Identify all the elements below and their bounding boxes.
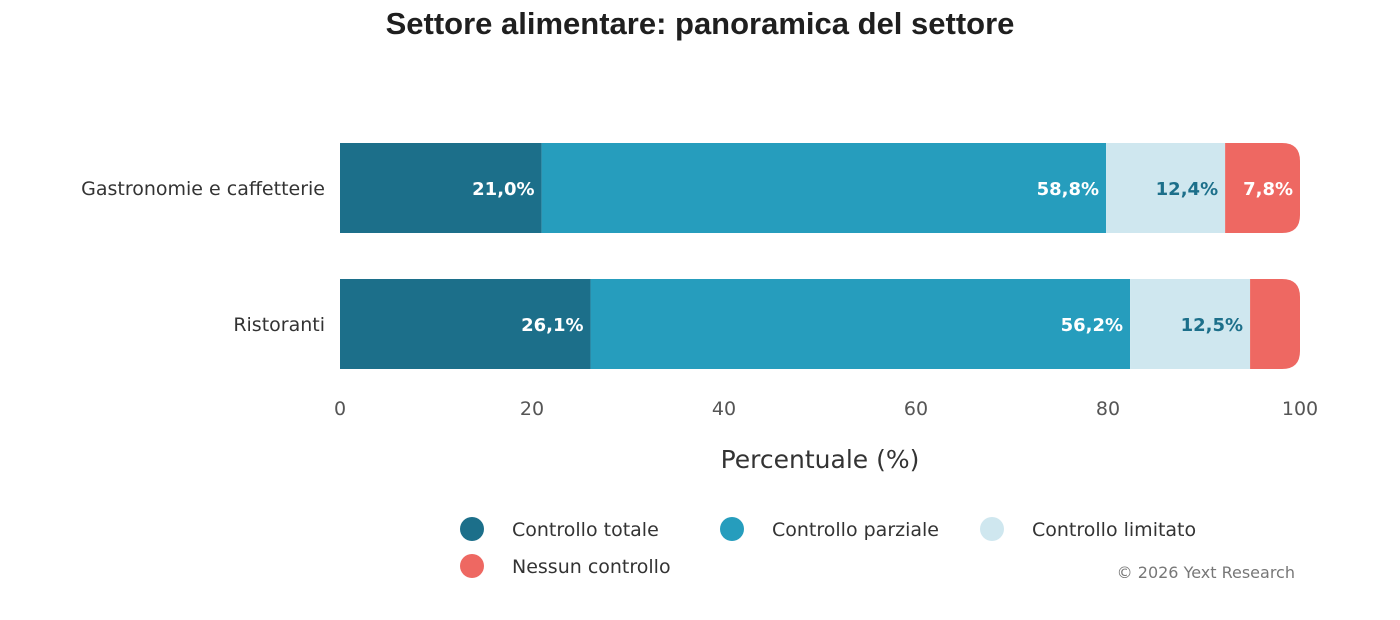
legend-swatch bbox=[460, 517, 484, 541]
data-label: 56,2% bbox=[1061, 315, 1123, 336]
bar-group: 21,0% 58,8% 12,4% 7,8% bbox=[340, 143, 1300, 233]
chart-title: Settore alimentare: panoramica del setto… bbox=[386, 6, 1015, 41]
x-tick-label: 60 bbox=[904, 398, 928, 420]
bar-segment bbox=[340, 143, 542, 233]
data-label: 21,0% bbox=[472, 179, 534, 200]
bar-group: 26,1% 56,2% 12,5% bbox=[340, 279, 1300, 369]
legend-label: Controllo parziale bbox=[772, 519, 939, 541]
data-label: 12,5% bbox=[1181, 315, 1243, 336]
bar-segment bbox=[1106, 143, 1226, 233]
legend-label: Controllo totale bbox=[512, 519, 659, 541]
bar-segment bbox=[340, 279, 591, 369]
x-axis-title: Percentuale (%) bbox=[721, 445, 920, 474]
legend-label: Nessun controllo bbox=[512, 556, 671, 578]
legend-item: Nessun controllo bbox=[460, 554, 671, 578]
bar-segment bbox=[1225, 143, 1300, 233]
category-label: Gastronomie e caffetterie bbox=[81, 178, 325, 200]
bar-segment bbox=[590, 279, 1131, 369]
x-tick-label: 80 bbox=[1096, 398, 1120, 420]
legend: Controllo totale Controllo parziale Contro… bbox=[460, 517, 1196, 578]
data-label: 26,1% bbox=[521, 315, 583, 336]
legend-swatch bbox=[460, 554, 484, 578]
x-tick-label: 0 bbox=[334, 398, 346, 420]
legend-item: Controllo parziale bbox=[720, 517, 939, 541]
data-label: 58,8% bbox=[1037, 179, 1099, 200]
legend-item: Controllo limitato bbox=[980, 517, 1196, 541]
legend-item: Controllo totale bbox=[460, 517, 659, 541]
bar-segment bbox=[1250, 279, 1300, 369]
bars-layer: 21,0% 58,8% 12,4% 7,8% 26,1% 56,2% 12,5% bbox=[340, 143, 1300, 369]
x-tick-label: 20 bbox=[520, 398, 544, 420]
credit-text: © 2026 Yext Research bbox=[1117, 563, 1295, 582]
bar-segment bbox=[541, 143, 1107, 233]
data-label: 7,8% bbox=[1243, 179, 1293, 200]
legend-swatch bbox=[720, 517, 744, 541]
bar-segment bbox=[1130, 279, 1251, 369]
x-axis-ticks: 0 20 40 60 80 100 bbox=[334, 398, 1318, 420]
category-label: Ristoranti bbox=[233, 314, 325, 336]
category-labels: Gastronomie e caffetterie Ristoranti bbox=[81, 178, 325, 336]
data-label: 12,4% bbox=[1156, 179, 1218, 200]
legend-label: Controllo limitato bbox=[1032, 519, 1196, 541]
legend-swatch bbox=[980, 517, 1004, 541]
x-tick-label: 40 bbox=[712, 398, 736, 420]
x-tick-label: 100 bbox=[1282, 398, 1318, 420]
